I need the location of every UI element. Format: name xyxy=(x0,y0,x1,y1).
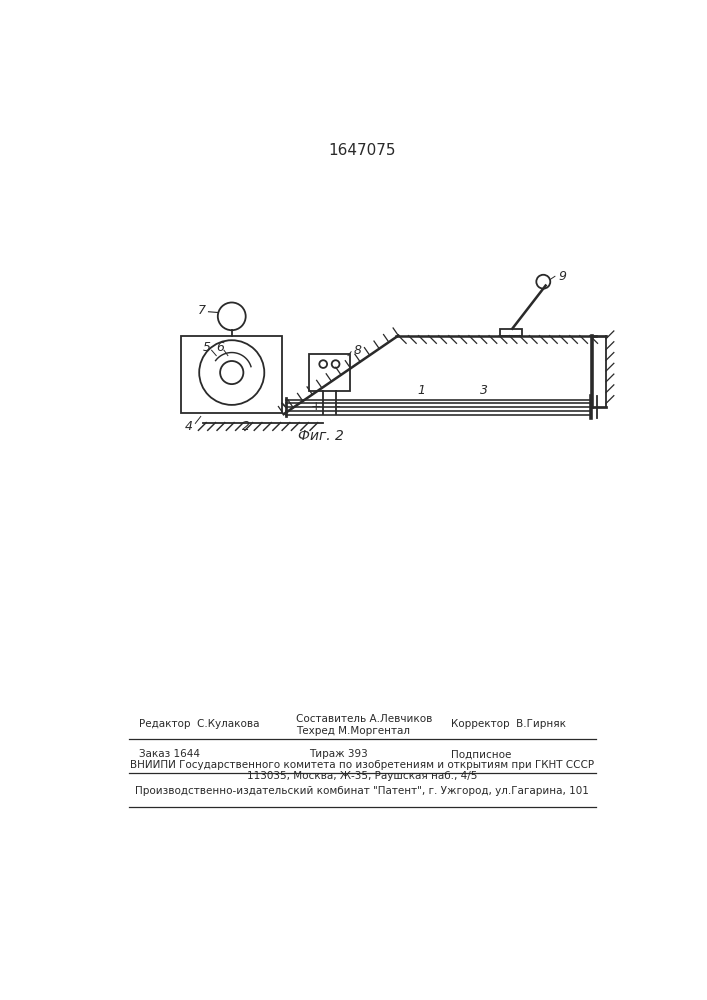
Text: Производственно-издательский комбинат "Патент", г. Ужгород, ул.Гагарина, 101: Производственно-издательский комбинат "П… xyxy=(135,786,589,796)
Text: Корректор  В.Гирняк: Корректор В.Гирняк xyxy=(451,719,566,729)
Text: 1647075: 1647075 xyxy=(328,143,396,158)
Text: Техред М.Моргентал: Техред М.Моргентал xyxy=(296,726,410,736)
Text: 6: 6 xyxy=(216,341,224,354)
Text: -: - xyxy=(335,400,339,413)
Text: 2: 2 xyxy=(242,420,250,433)
Text: ВНИИПИ Государственного комитета по изобретениям и открытиям при ГКНТ СССР: ВНИИПИ Государственного комитета по изоб… xyxy=(130,760,594,770)
Bar xyxy=(500,329,522,336)
Text: +: + xyxy=(310,400,321,413)
Text: Составитель А.Левчиков: Составитель А.Левчиков xyxy=(296,714,433,724)
Text: 1: 1 xyxy=(418,384,426,397)
Text: 9: 9 xyxy=(559,270,567,283)
Text: Тираж 393: Тираж 393 xyxy=(309,749,368,759)
Bar xyxy=(309,354,349,391)
Text: 4: 4 xyxy=(185,420,193,433)
Text: 113035, Москва, Ж-35, Раушская наб., 4/5: 113035, Москва, Ж-35, Раушская наб., 4/5 xyxy=(247,771,477,781)
Text: 8: 8 xyxy=(354,344,361,357)
Text: Подписное: Подписное xyxy=(451,749,511,759)
Text: Фиг. 2: Фиг. 2 xyxy=(298,429,344,443)
Bar xyxy=(182,336,282,413)
Text: 5: 5 xyxy=(203,341,211,354)
Text: Заказ 1644: Заказ 1644 xyxy=(139,749,200,759)
Text: 3: 3 xyxy=(479,384,488,397)
Text: 7: 7 xyxy=(198,304,206,317)
Text: Редактор  С.Кулакова: Редактор С.Кулакова xyxy=(139,719,259,729)
